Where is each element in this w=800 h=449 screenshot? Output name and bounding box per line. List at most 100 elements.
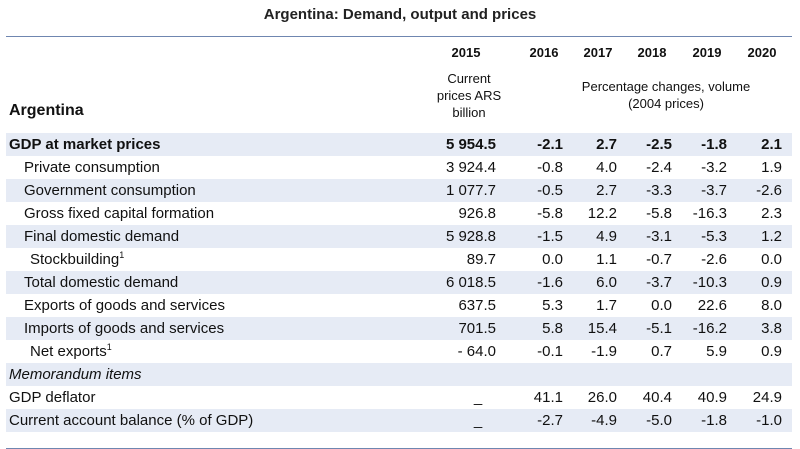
cell-2017: 1.7: [596, 297, 617, 314]
cell-2016: -1.6: [537, 274, 563, 291]
cell-2020: 0.9: [761, 343, 782, 360]
cell-2019: -16.2: [692, 320, 727, 337]
cell-2015: 89.7: [466, 251, 496, 268]
cell-2015: 926.8: [458, 205, 496, 222]
cell-2016: -5.8: [537, 205, 563, 222]
cell-2018: 0.0: [651, 297, 672, 314]
cell-2020: 2.1: [761, 136, 782, 153]
cell-2017: 15.4: [587, 320, 617, 337]
cell-2019: 40.9: [697, 389, 727, 406]
cell-2015: _: [473, 412, 483, 429]
cell-2018: -0.7: [646, 251, 672, 268]
cell-2017: -1.9: [591, 343, 617, 360]
table-row: Exports of goods and services 637.5 5.3 …: [6, 294, 792, 317]
col-header-2020: 2020: [747, 45, 777, 60]
row-label: Private consumption: [24, 159, 160, 176]
cell-2020: 0.0: [761, 251, 782, 268]
cell-2015: 5 928.8: [445, 228, 496, 245]
table-row: Gross fixed capital formation 926.8 -5.8…: [6, 202, 792, 225]
cell-2018: -5.1: [646, 320, 672, 337]
cell-2019: -1.8: [701, 136, 727, 153]
row-label: Total domestic demand: [24, 274, 179, 291]
cell-2019: 22.6: [697, 297, 727, 314]
col-header-2017: 2017: [583, 45, 613, 60]
cell-2017: 1.1: [596, 251, 617, 268]
cell-2018: -3.3: [646, 182, 672, 199]
table-row: Final domestic demand 5 928.8 -1.5 4.9 -…: [6, 225, 792, 248]
cell-2015: 637.5: [458, 297, 496, 314]
row-label: Final domestic demand: [24, 228, 180, 245]
row-label: Net exports1: [30, 342, 112, 360]
cell-2018: -3.7: [646, 274, 672, 291]
cell-2015: 701.5: [458, 320, 496, 337]
cell-2017: -4.9: [591, 412, 617, 429]
row-label: GDP deflator: [9, 389, 96, 406]
cell-2015: 1 077.7: [445, 182, 496, 199]
cell-2016: -0.5: [537, 182, 563, 199]
cell-2017: 6.0: [596, 274, 617, 291]
cell-2018: 0.7: [651, 343, 672, 360]
cell-2018: 40.4: [642, 389, 672, 406]
cell-2019: -5.3: [701, 228, 727, 245]
top-rule: [6, 36, 792, 37]
cell-2020: -2.6: [756, 182, 782, 199]
table-row: Imports of goods and services 701.5 5.8 …: [6, 317, 792, 340]
cell-2019: -1.8: [701, 412, 727, 429]
cell-2016: 41.1: [533, 389, 563, 406]
cell-2015: 5 954.5: [445, 136, 496, 153]
cell-2020: 2.3: [761, 205, 782, 222]
current-prices-subheader: Current prices ARS billion: [436, 71, 502, 120]
table-title: Argentina: Demand, output and prices: [263, 6, 537, 23]
cell-2019: -3.2: [701, 159, 727, 176]
cell-2018: -5.0: [646, 412, 672, 429]
cell-2018: -2.4: [646, 159, 672, 176]
row-label: Exports of goods and services: [24, 297, 225, 314]
cell-2019: -3.7: [701, 182, 727, 199]
col-header-2018: 2018: [637, 45, 667, 60]
cell-2016: -0.1: [537, 343, 563, 360]
cell-2017: 4.0: [596, 159, 617, 176]
row-label: GDP at market prices: [9, 136, 161, 153]
table-row: Current account balance (% of GDP) _ -2.…: [6, 409, 792, 432]
cell-2015: _: [473, 389, 483, 406]
cell-2018: -5.8: [646, 205, 672, 222]
cell-2018: -2.5: [646, 136, 672, 153]
table-row: Private consumption 3 924.4 -0.8 4.0 -2.…: [6, 156, 792, 179]
cell-2017: 26.0: [587, 389, 617, 406]
col-header-2016: 2016: [529, 45, 559, 60]
row-label: Gross fixed capital formation: [24, 205, 215, 222]
table-row: GDP at market prices 5 954.5 -2.1 2.7 -2…: [6, 133, 792, 156]
cell-2020: 24.9: [752, 389, 782, 406]
cell-2020: 0.9: [761, 274, 782, 291]
cell-2019: -10.3: [692, 274, 727, 291]
cell-2017: 2.7: [596, 136, 617, 153]
cell-2020: 3.8: [761, 320, 782, 337]
cell-2015: 6 018.5: [445, 274, 496, 291]
row-label: Government consumption: [24, 182, 196, 199]
cell-2017: 12.2: [587, 205, 617, 222]
cell-2020: 1.2: [761, 228, 782, 245]
row-label: Stockbuilding1: [30, 250, 125, 268]
cell-2019: -16.3: [692, 205, 727, 222]
cell-2020: 1.9: [761, 159, 782, 176]
demand-output-prices-table: 2015 2016 2017 2018 2019 2020 Current pr…: [6, 36, 792, 449]
cell-2019: 5.9: [706, 343, 727, 360]
cell-2017: 2.7: [596, 182, 617, 199]
cell-2020: -1.0: [756, 412, 782, 429]
cell-2016: -2.7: [537, 412, 563, 429]
footnote-marker: 1: [106, 342, 112, 352]
cell-2019: -2.6: [701, 251, 727, 268]
cell-2015: - 64.0: [457, 343, 496, 360]
table-row: Stockbuilding1 89.7 0.0 1.1 -0.7 -2.6 0.…: [6, 248, 792, 271]
col-header-2019: 2019: [692, 45, 722, 60]
row-label: Current account balance (% of GDP): [9, 412, 254, 429]
cell-2016: -1.5: [537, 228, 563, 245]
row-label: Imports of goods and services: [24, 320, 225, 337]
cell-2016: -0.8: [537, 159, 563, 176]
memorandum-heading-row: Memorandum items: [6, 363, 792, 386]
table-row: Net exports1 - 64.0 -0.1 -1.9 0.7 5.9 0.…: [6, 340, 792, 363]
cell-2015: 3 924.4: [445, 159, 496, 176]
table-row: GDP deflator _ 41.1 26.0 40.4 40.9 24.9: [6, 386, 792, 409]
cell-2020: 8.0: [761, 297, 782, 314]
country-heading: Argentina: [9, 102, 84, 119]
